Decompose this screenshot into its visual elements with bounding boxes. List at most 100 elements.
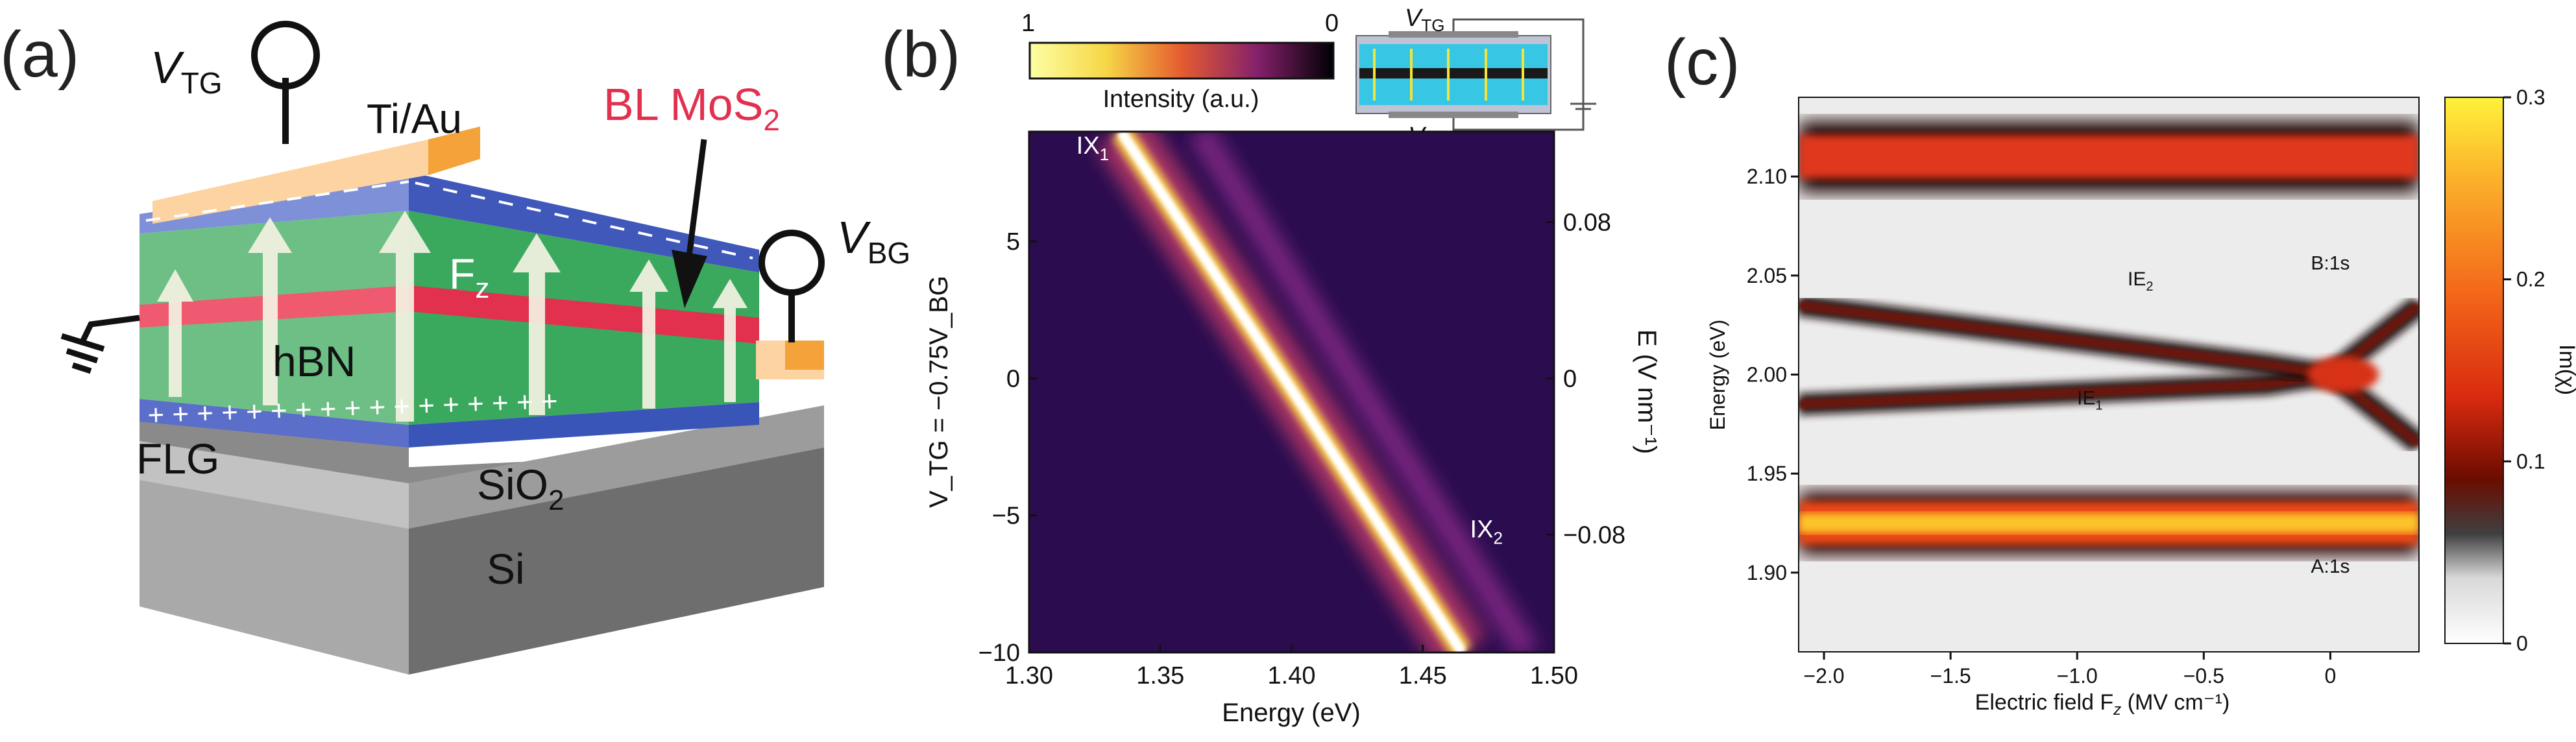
ground-symbol xyxy=(60,315,140,374)
field-arrow xyxy=(157,269,193,397)
field-arrow xyxy=(379,211,431,422)
series-line-ix2 xyxy=(1188,132,1539,652)
b-ylabel-left: V_TG = −0.75V_BG xyxy=(925,276,953,508)
annotation-text: IX xyxy=(1076,132,1100,160)
annotation-text: A:1s xyxy=(2311,556,2350,577)
hbn-label: hBN xyxy=(273,337,356,385)
bg-contact-side xyxy=(785,341,824,370)
y-tick-label: 2.05 xyxy=(1747,264,1787,287)
field-arrow xyxy=(629,259,668,409)
colorbar-min-label: 0 xyxy=(1325,10,1339,37)
vtg-label: VTG xyxy=(151,42,223,100)
right-tick-label: 0.08 xyxy=(1563,209,1611,236)
device-inset: VTG −VBG xyxy=(1355,5,1596,153)
inset-vtg: VTG xyxy=(1405,5,1444,35)
heatmap-c-features xyxy=(1799,121,2419,555)
vbg-terminal xyxy=(759,230,825,296)
x-tick-label: −1.0 xyxy=(2057,664,2098,688)
imchi-colorbar xyxy=(2444,97,2504,644)
annotation-label: IX2 xyxy=(1470,516,1503,547)
c-ylabel: Energy (eV) xyxy=(1706,320,1729,431)
imchi-colorbar-ticks: 0 0.1 0.2 0.3 xyxy=(2503,86,2545,655)
annotation-label: IX1 xyxy=(1076,132,1109,164)
b-ylabel-right: E (V nm⁻¹) xyxy=(1633,329,1661,454)
tiau-side xyxy=(428,126,480,175)
x-tick-label: 1.30 xyxy=(1005,662,1053,689)
inset-arrows xyxy=(1373,49,1524,101)
colorbar-tick-label: 0.2 xyxy=(2516,268,2545,291)
annotation-label: IE1 xyxy=(2077,387,2102,413)
annotation-sub: 2 xyxy=(2146,280,2153,294)
crossing-spot xyxy=(2307,356,2379,393)
x-tick-label: 1.35 xyxy=(1136,662,1184,689)
mos2-pointer-head xyxy=(672,250,707,308)
flg-label: FLG xyxy=(136,435,219,483)
panel-a: (a) xyxy=(0,18,910,675)
band-a1s-core xyxy=(1799,513,2419,533)
vbg-label: VBG xyxy=(837,212,910,270)
intensity-colorbar xyxy=(1028,42,1335,80)
y-tick-label: 2.10 xyxy=(1747,165,1787,188)
annotation-text: IE xyxy=(2128,269,2146,290)
series-core-ix1 xyxy=(1116,132,1467,652)
right-tick-label: 0 xyxy=(1563,365,1577,392)
si-front xyxy=(140,480,409,675)
mos2-pointer xyxy=(685,139,707,267)
x-tick-label: 1.45 xyxy=(1399,662,1447,689)
heatmap-c-ticks: −2.0 −1.5 −1.0 −0.5 0 1.90 1.95 2.00 2.05 2.10 xyxy=(1747,165,2337,688)
panel-c: (c) −2.0 −1.5 −1.0 −0.5 0 1.90 1.95 2.00 2.05 2.1… xyxy=(1664,26,2576,719)
annotation-label: B:1s xyxy=(2311,253,2350,274)
field-arrow xyxy=(513,233,561,415)
annotation-sub: 2 xyxy=(1493,528,1502,547)
annotation-text: IX xyxy=(1470,516,1494,543)
panel-b: (b) 1 0 Intensity (a.u.) VTG xyxy=(881,5,1661,727)
field-arrow xyxy=(248,217,292,405)
annotation-label: A:1s xyxy=(2311,556,2350,577)
annotation-sub: 1 xyxy=(1100,145,1109,164)
x-tick-label: 0 xyxy=(2325,664,2337,688)
top-gate-blue-side xyxy=(409,172,759,272)
y-tick-label: −10 xyxy=(978,640,1020,667)
x-tick-label: −0.5 xyxy=(2183,664,2224,688)
c-xlabel: Electric field Fz (MV cm⁻¹) xyxy=(1975,690,2230,719)
c-colorbar-label: Im(χ) xyxy=(2555,344,2576,395)
y-tick-label: 5 xyxy=(1006,228,1020,256)
y-tick-label: 1.90 xyxy=(1747,561,1787,584)
bottom-gate-blue-side xyxy=(409,402,759,448)
band-ie2-core xyxy=(1799,300,2419,379)
sio2-side xyxy=(409,405,824,529)
heatmap-b-lines xyxy=(1097,132,1539,652)
x-tick-label: −1.5 xyxy=(1930,664,1971,688)
y-tick-label: 0 xyxy=(1006,365,1020,392)
inset-circuit xyxy=(1452,18,1596,131)
annotation-label: IE2 xyxy=(2128,269,2153,294)
minus-signs xyxy=(145,180,753,259)
field-arrows xyxy=(157,211,747,422)
panel-b-letter: (b) xyxy=(881,18,960,91)
colorbar-title: Intensity (a.u.) xyxy=(1103,86,1259,113)
band-b1s xyxy=(1799,135,2419,179)
annotation-sub: 1 xyxy=(2095,398,2102,413)
y-tick-label: 1.95 xyxy=(1747,462,1787,485)
si-side xyxy=(409,448,824,675)
mos2-side xyxy=(409,285,759,344)
y-tick-label: 2.00 xyxy=(1747,363,1787,387)
ti-au-label: Ti/Au xyxy=(367,95,462,142)
colorbar-tick-label: 0 xyxy=(2516,632,2528,655)
si-label: Si xyxy=(487,545,525,593)
b-xlabel: Energy (eV) xyxy=(1222,699,1360,727)
panel-c-letter: (c) xyxy=(1664,26,1740,99)
colorbar-max-label: 1 xyxy=(1021,10,1035,37)
colorbar-tick-label: 0.1 xyxy=(2516,449,2545,473)
right-tick-label: −0.08 xyxy=(1563,521,1625,549)
colorbar-tick-label: 0.3 xyxy=(2516,86,2545,109)
field-arrow xyxy=(712,279,747,402)
inset-bottom-gate xyxy=(1389,112,1518,118)
sio2-front xyxy=(140,441,409,529)
tiau-top xyxy=(152,139,480,224)
x-tick-label: −2.0 xyxy=(1803,664,1844,688)
inset-top-gate xyxy=(1389,31,1518,38)
inset-mos2 xyxy=(1359,68,1548,78)
